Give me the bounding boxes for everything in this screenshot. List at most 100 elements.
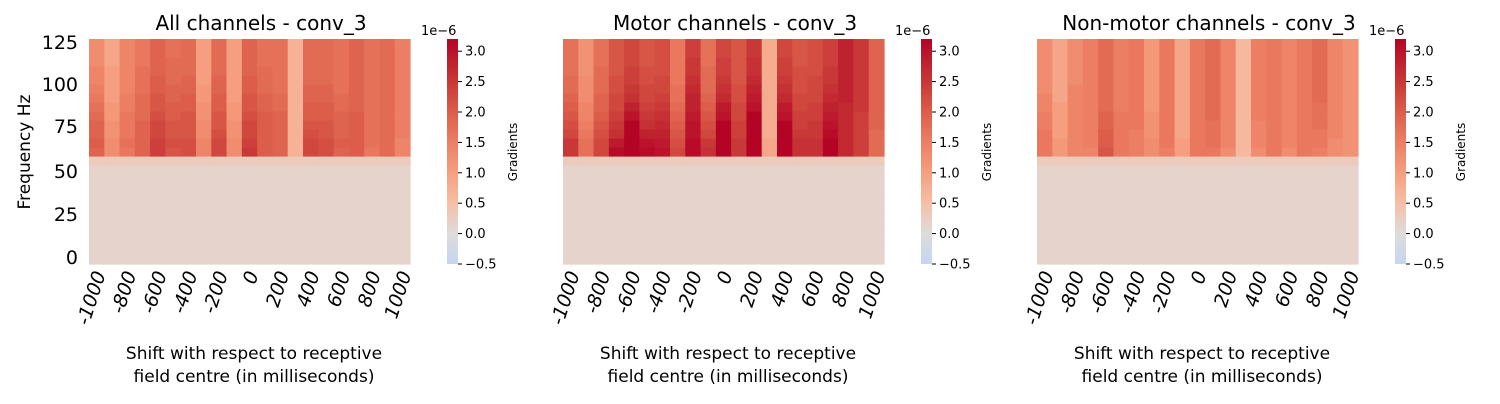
heatmap-cell [777, 138, 793, 148]
heatmap-cell [563, 111, 579, 121]
heatmap-cell [226, 93, 243, 103]
heatmap-cell [1251, 228, 1267, 247]
heatmap-cell [822, 102, 839, 112]
heatmap-cell [134, 93, 151, 103]
heatmap-cell [563, 120, 579, 130]
heatmap-cell [1327, 129, 1344, 139]
heatmap-cell [822, 84, 839, 94]
heatmap-cell [578, 39, 595, 49]
heatmap-cell [593, 93, 610, 103]
heatmap-cell [348, 129, 365, 139]
heatmap-cell [287, 84, 304, 94]
heatmap-cell [1327, 57, 1344, 67]
heatmap-cell [777, 93, 793, 103]
heatmap-cell [777, 102, 793, 112]
heatmap-cell [1251, 129, 1267, 139]
heatmap-cell [318, 48, 335, 58]
heatmap-cell [608, 102, 625, 112]
heatmap-cell [1113, 165, 1130, 175]
heatmap-cell [394, 210, 411, 229]
x-axis-label-line-2: field centre (in milliseconds) [1082, 367, 1323, 387]
heatmap-cell [287, 210, 304, 229]
heatmap-cell [1174, 84, 1191, 94]
heatmap-cell [761, 246, 778, 265]
heatmap-cell [1052, 120, 1069, 130]
heatmap-cell [1067, 66, 1084, 76]
heatmap-cell [792, 39, 809, 49]
heatmap-cell [226, 48, 243, 58]
heatmap-cell [822, 210, 839, 229]
heatmap-cell [1312, 246, 1329, 265]
heatmap-cell [119, 66, 136, 76]
heatmap-cell [318, 66, 335, 76]
heatmap-cell [134, 165, 151, 175]
colorbar-multiplier: 1e−6 [895, 24, 930, 39]
heatmap-cell [211, 75, 228, 85]
heatmap-cell [150, 174, 167, 193]
heatmap-cell [303, 246, 319, 265]
heatmap-cell [639, 147, 656, 157]
heatmap-cell [333, 192, 350, 211]
heatmap-cell [1174, 102, 1191, 112]
heatmap-cell [1266, 246, 1283, 265]
heatmap-cell [654, 39, 671, 49]
heatmap-cell [777, 66, 793, 76]
heatmap-cell [670, 210, 686, 229]
heatmap-cell [134, 66, 151, 76]
heatmap-cell [654, 210, 671, 229]
heatmap-cell [685, 93, 702, 103]
heatmap-cell [700, 111, 717, 121]
heatmap-cell [777, 165, 793, 175]
heatmap-cell [746, 174, 763, 193]
heatmap-cell [807, 165, 824, 175]
heatmap-cell [272, 174, 289, 193]
heatmap-cell [196, 75, 212, 85]
heatmap-cell [1144, 138, 1160, 148]
heatmap-cell [1037, 228, 1053, 247]
heatmap-cell [226, 138, 243, 148]
colorbar-tick-label: 2.0 [939, 106, 960, 121]
heatmap-cell [1128, 210, 1145, 229]
heatmap-cell [1113, 84, 1130, 94]
heatmap-cell [670, 93, 686, 103]
heatmap-cell [1128, 111, 1145, 121]
x-axis-label-line-1: Shift with respect to receptive [1074, 344, 1330, 364]
heatmap-cell [364, 111, 381, 121]
heatmap-cell [1082, 210, 1099, 229]
heatmap-cell [303, 174, 319, 193]
heatmap-cell [1174, 138, 1191, 148]
colorbar-multiplier: 1e−6 [1369, 24, 1404, 39]
heatmap-cell [241, 39, 258, 49]
heatmap-cell [792, 111, 809, 121]
heatmap-cell [654, 48, 671, 58]
heatmap-cell [593, 111, 610, 121]
heatmap-cell [211, 210, 228, 229]
heatmap-cell [134, 48, 151, 58]
heatmap-cell [654, 57, 671, 67]
heatmap-cell [1296, 156, 1313, 166]
heatmap-cell [1159, 129, 1176, 139]
heatmap-cell [394, 192, 411, 211]
heatmap-cell [822, 138, 839, 148]
heatmap-cell [563, 147, 579, 157]
heatmap-cell [287, 165, 304, 175]
heatmap-cell [211, 192, 228, 211]
heatmap-cell [379, 174, 396, 193]
heatmap-cell [226, 66, 243, 76]
heatmap-cell [715, 156, 732, 166]
heatmap-cell [746, 138, 763, 148]
x-tick-label: -400 [1116, 268, 1150, 316]
heatmap-cell [257, 192, 274, 211]
heatmap-cell [822, 48, 839, 58]
heatmap-cell [670, 57, 686, 67]
heatmap-cell [1098, 246, 1115, 265]
heatmap-cell [1037, 165, 1053, 175]
heatmap-cell [1144, 39, 1160, 49]
colorbar-gradient [447, 39, 458, 264]
heatmap-cell [287, 192, 304, 211]
heatmap-cell [822, 111, 839, 121]
heatmap-cell [731, 57, 748, 67]
heatmap-cell [1159, 165, 1176, 175]
heatmap-cell [670, 84, 686, 94]
heatmap-cell [165, 174, 182, 193]
